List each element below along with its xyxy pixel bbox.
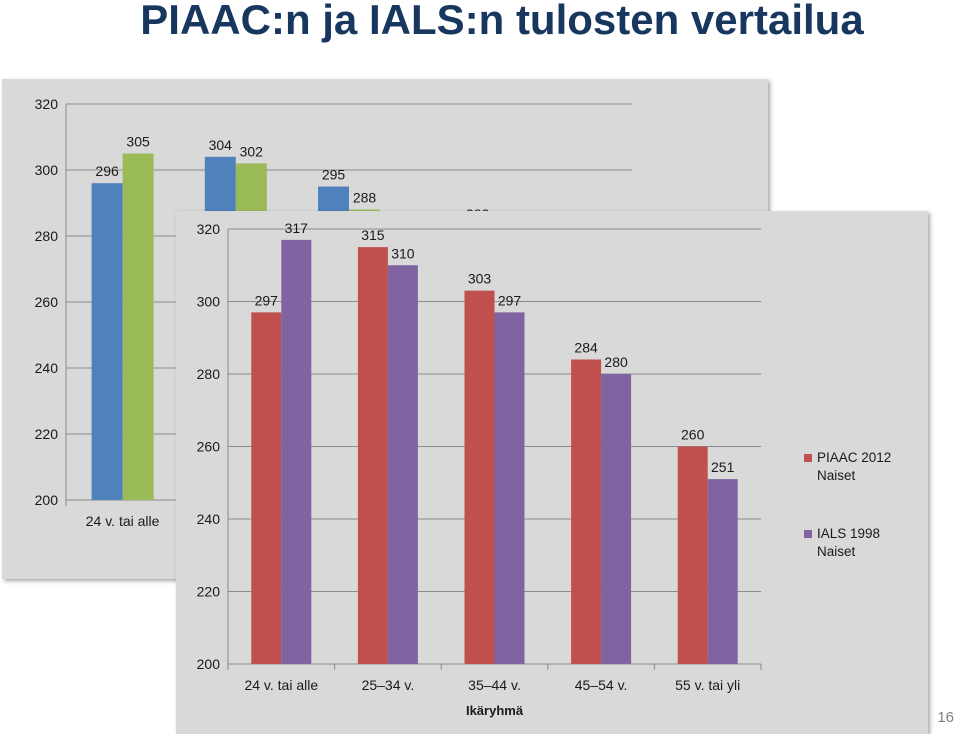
front-data-label: 297 bbox=[255, 292, 279, 308]
front-data-label: 315 bbox=[361, 227, 385, 243]
back-data-label: 295 bbox=[322, 167, 346, 183]
legend-item-ials: IALS 1998 Naiset bbox=[804, 525, 924, 561]
front-y-tick-label: 220 bbox=[197, 584, 221, 600]
back-data-label: 296 bbox=[95, 163, 119, 179]
front-x-category-label: 24 v. tai alle bbox=[244, 677, 318, 693]
back-y-tick-label: 200 bbox=[35, 492, 59, 508]
front-y-tick-label: 200 bbox=[197, 656, 221, 672]
front-y-tick-label: 240 bbox=[197, 511, 221, 527]
legend-label-piaac: PIAAC 2012 Naiset bbox=[817, 450, 892, 483]
front-y-tick-label: 320 bbox=[197, 221, 221, 237]
back-x-category-label: 24 v. tai alle bbox=[86, 513, 160, 529]
back-data-label: 305 bbox=[126, 134, 150, 150]
front-chart: 200 220 240 260 280 300 320 24 v. tai alle 25–34… bbox=[197, 220, 762, 718]
front-bar-s1 bbox=[251, 312, 282, 664]
slide-title: PIAAC:n ja IALS:n tulosten vertailua bbox=[140, 0, 864, 43]
front-y-tick-label: 280 bbox=[197, 366, 221, 382]
front-data-label: 303 bbox=[468, 271, 492, 287]
back-data-label: 304 bbox=[209, 137, 233, 153]
front-data-label: 317 bbox=[285, 220, 309, 236]
back-y-tick-label: 240 bbox=[35, 360, 59, 376]
back-y-tick-label: 280 bbox=[35, 228, 59, 244]
back-bar-s2 bbox=[122, 153, 154, 500]
front-x-axis-title: Ikäryhmä bbox=[466, 703, 524, 718]
front-x-category-label: 35–44 v. bbox=[468, 677, 521, 693]
front-bar-s2 bbox=[281, 239, 312, 664]
front-bar-s1 bbox=[677, 446, 708, 664]
front-y-tick-label: 300 bbox=[197, 294, 221, 310]
front-bar-s1 bbox=[357, 247, 388, 664]
legend-swatch-piaac bbox=[804, 454, 812, 462]
back-y-tick-label: 260 bbox=[35, 294, 59, 310]
legend-swatch-ials bbox=[804, 530, 812, 538]
back-y-tick-label: 220 bbox=[35, 426, 59, 442]
page-number: 16 bbox=[937, 709, 954, 726]
legend-item-piaac: PIAAC 2012 Naiset bbox=[804, 449, 924, 485]
front-bar-s1 bbox=[571, 359, 602, 664]
back-bar-s1 bbox=[91, 183, 123, 500]
front-bar-s2 bbox=[601, 374, 632, 664]
front-x-category-label: 25–34 v. bbox=[362, 677, 415, 693]
front-bar-s2 bbox=[387, 265, 418, 664]
front-data-label: 284 bbox=[574, 340, 598, 356]
front-data-label: 280 bbox=[604, 354, 628, 370]
back-y-tick-label: 300 bbox=[35, 162, 59, 178]
back-y-tick-label: 320 bbox=[35, 96, 59, 112]
front-bar-s2 bbox=[707, 479, 738, 664]
back-data-label: 302 bbox=[240, 143, 264, 159]
back-data-label: 288 bbox=[353, 190, 377, 206]
front-bar-s2 bbox=[494, 312, 525, 664]
front-data-label: 297 bbox=[498, 292, 522, 308]
legend-label-ials: IALS 1998 Naiset bbox=[817, 526, 881, 559]
front-y-tick-label: 260 bbox=[197, 439, 221, 455]
front-data-label: 251 bbox=[711, 459, 735, 475]
front-x-category-label: 45–54 v. bbox=[575, 677, 628, 693]
front-data-label: 310 bbox=[391, 245, 415, 261]
front-bar-s1 bbox=[464, 290, 495, 664]
front-data-label: 260 bbox=[681, 427, 705, 443]
front-x-category-label: 55 v. tai yli bbox=[675, 677, 740, 693]
legend: PIAAC 2012 Naiset IALS 1998 Naiset bbox=[804, 449, 924, 601]
front-chart-panel: 200 220 240 260 280 300 320 24 v. tai alle 25–34… bbox=[176, 211, 928, 734]
